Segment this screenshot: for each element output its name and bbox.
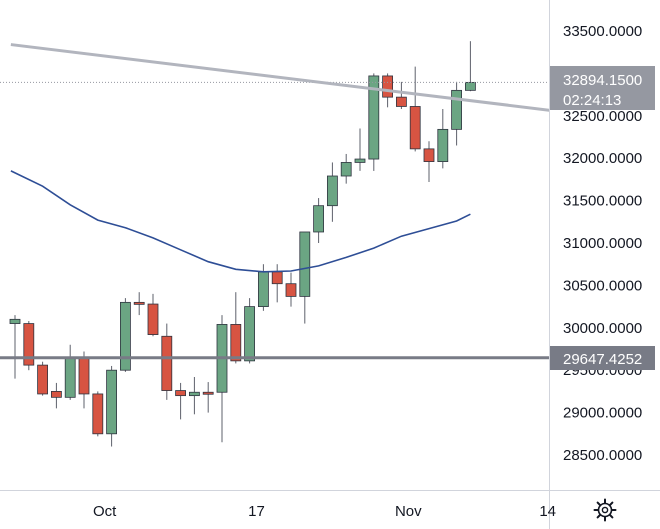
price-tick-label: 31500.0000 xyxy=(563,193,642,210)
time-tick-label: Oct xyxy=(93,503,117,520)
candle[interactable] xyxy=(409,66,421,152)
countdown-label: 02:24:13 xyxy=(563,92,621,109)
level-price-tag-bg xyxy=(550,346,655,370)
candle[interactable] xyxy=(9,315,21,379)
candle-body-down xyxy=(423,148,435,162)
candle[interactable] xyxy=(161,323,173,400)
candle-body-up xyxy=(64,357,76,398)
time-axis[interactable]: Oct 17 Nov 14 xyxy=(93,503,556,520)
time-tick-label: 14 xyxy=(539,503,556,520)
candle[interactable] xyxy=(78,351,90,409)
candle-body-up xyxy=(326,175,338,207)
candle-body-down xyxy=(78,357,90,395)
candle[interactable] xyxy=(299,231,311,324)
candle[interactable] xyxy=(120,298,131,372)
candle-body-up xyxy=(437,128,449,162)
price-tick-label: 29000.0000 xyxy=(563,405,642,422)
candle-body-up xyxy=(368,75,380,160)
candle[interactable] xyxy=(23,321,35,371)
candle-body-down xyxy=(175,390,187,397)
candle[interactable] xyxy=(216,315,228,443)
candle-body-down xyxy=(395,96,407,107)
candle-body-down xyxy=(409,106,421,150)
candle[interactable] xyxy=(133,292,145,316)
candle-body-down xyxy=(51,390,62,398)
candle-body-up xyxy=(451,89,463,130)
plot-area[interactable] xyxy=(9,41,476,447)
candle-body-up xyxy=(299,231,311,297)
candle-body-up xyxy=(354,158,366,163)
candle[interactable] xyxy=(175,382,187,420)
candle[interactable] xyxy=(51,382,62,409)
candle-body-down xyxy=(147,303,159,335)
candle[interactable] xyxy=(437,109,449,169)
candle-body-up xyxy=(106,369,117,435)
candle[interactable] xyxy=(423,141,435,182)
candle-body-down xyxy=(133,301,145,305)
candle-body-up xyxy=(9,318,21,324)
candle-body-down xyxy=(382,75,394,98)
price-tick-label: 31000.0000 xyxy=(563,235,642,252)
candle-body-down xyxy=(23,323,35,366)
candle[interactable] xyxy=(92,391,104,437)
price-tick-label: 32500.0000 xyxy=(563,108,642,125)
candle-body-up xyxy=(340,162,352,177)
candle-body-up xyxy=(464,81,476,91)
last-price-tag: 32894.1500 02:24:13 xyxy=(550,66,655,110)
chart-overlays xyxy=(0,43,553,360)
candle-body-down xyxy=(92,393,104,435)
gear-icon[interactable] xyxy=(593,498,617,522)
candle[interactable] xyxy=(451,81,463,146)
last-price-label: 32894.1500 xyxy=(563,72,642,89)
level-price-label: 29647.4252 xyxy=(563,351,642,368)
candle[interactable] xyxy=(340,153,352,184)
candle-body-up xyxy=(120,301,131,371)
candle-body-down xyxy=(37,364,48,395)
candle-body-up xyxy=(244,306,256,362)
price-tick-label: 30500.0000 xyxy=(563,277,642,294)
price-tick-label: 28500.0000 xyxy=(563,447,642,464)
candle-body-down xyxy=(161,335,173,391)
candle-body-down xyxy=(271,271,283,285)
candle[interactable] xyxy=(37,361,48,396)
candle[interactable] xyxy=(313,198,325,243)
candle-body-down xyxy=(202,391,214,395)
time-tick-label: 17 xyxy=(248,503,265,520)
candle[interactable] xyxy=(395,81,407,110)
candle[interactable] xyxy=(354,128,366,171)
last-price-tag-bg xyxy=(550,66,655,110)
candle[interactable] xyxy=(326,162,338,222)
price-tick-label: 33500.0000 xyxy=(563,23,642,40)
candle[interactable] xyxy=(230,292,242,364)
candle-body-down xyxy=(230,324,242,362)
candle[interactable] xyxy=(271,264,283,303)
price-tick-label: 32000.0000 xyxy=(563,150,642,167)
time-tick-label: Nov xyxy=(395,503,422,520)
candle[interactable] xyxy=(64,344,76,400)
price-tick-label: 30000.0000 xyxy=(563,320,642,337)
candle-body-up xyxy=(313,205,325,233)
candle[interactable] xyxy=(285,272,297,307)
candle[interactable] xyxy=(202,382,214,413)
candle[interactable] xyxy=(244,298,256,364)
candle-body-up xyxy=(188,391,200,397)
candle[interactable] xyxy=(106,365,117,447)
candle[interactable] xyxy=(147,293,159,337)
candle[interactable] xyxy=(188,376,200,415)
candle-body-down xyxy=(285,283,297,297)
candle-body-up xyxy=(257,271,269,308)
candle[interactable] xyxy=(464,41,476,92)
level-price-tag: 29647.4252 xyxy=(550,346,655,370)
moving-average-line[interactable] xyxy=(10,170,471,273)
trendline[interactable] xyxy=(10,43,553,112)
